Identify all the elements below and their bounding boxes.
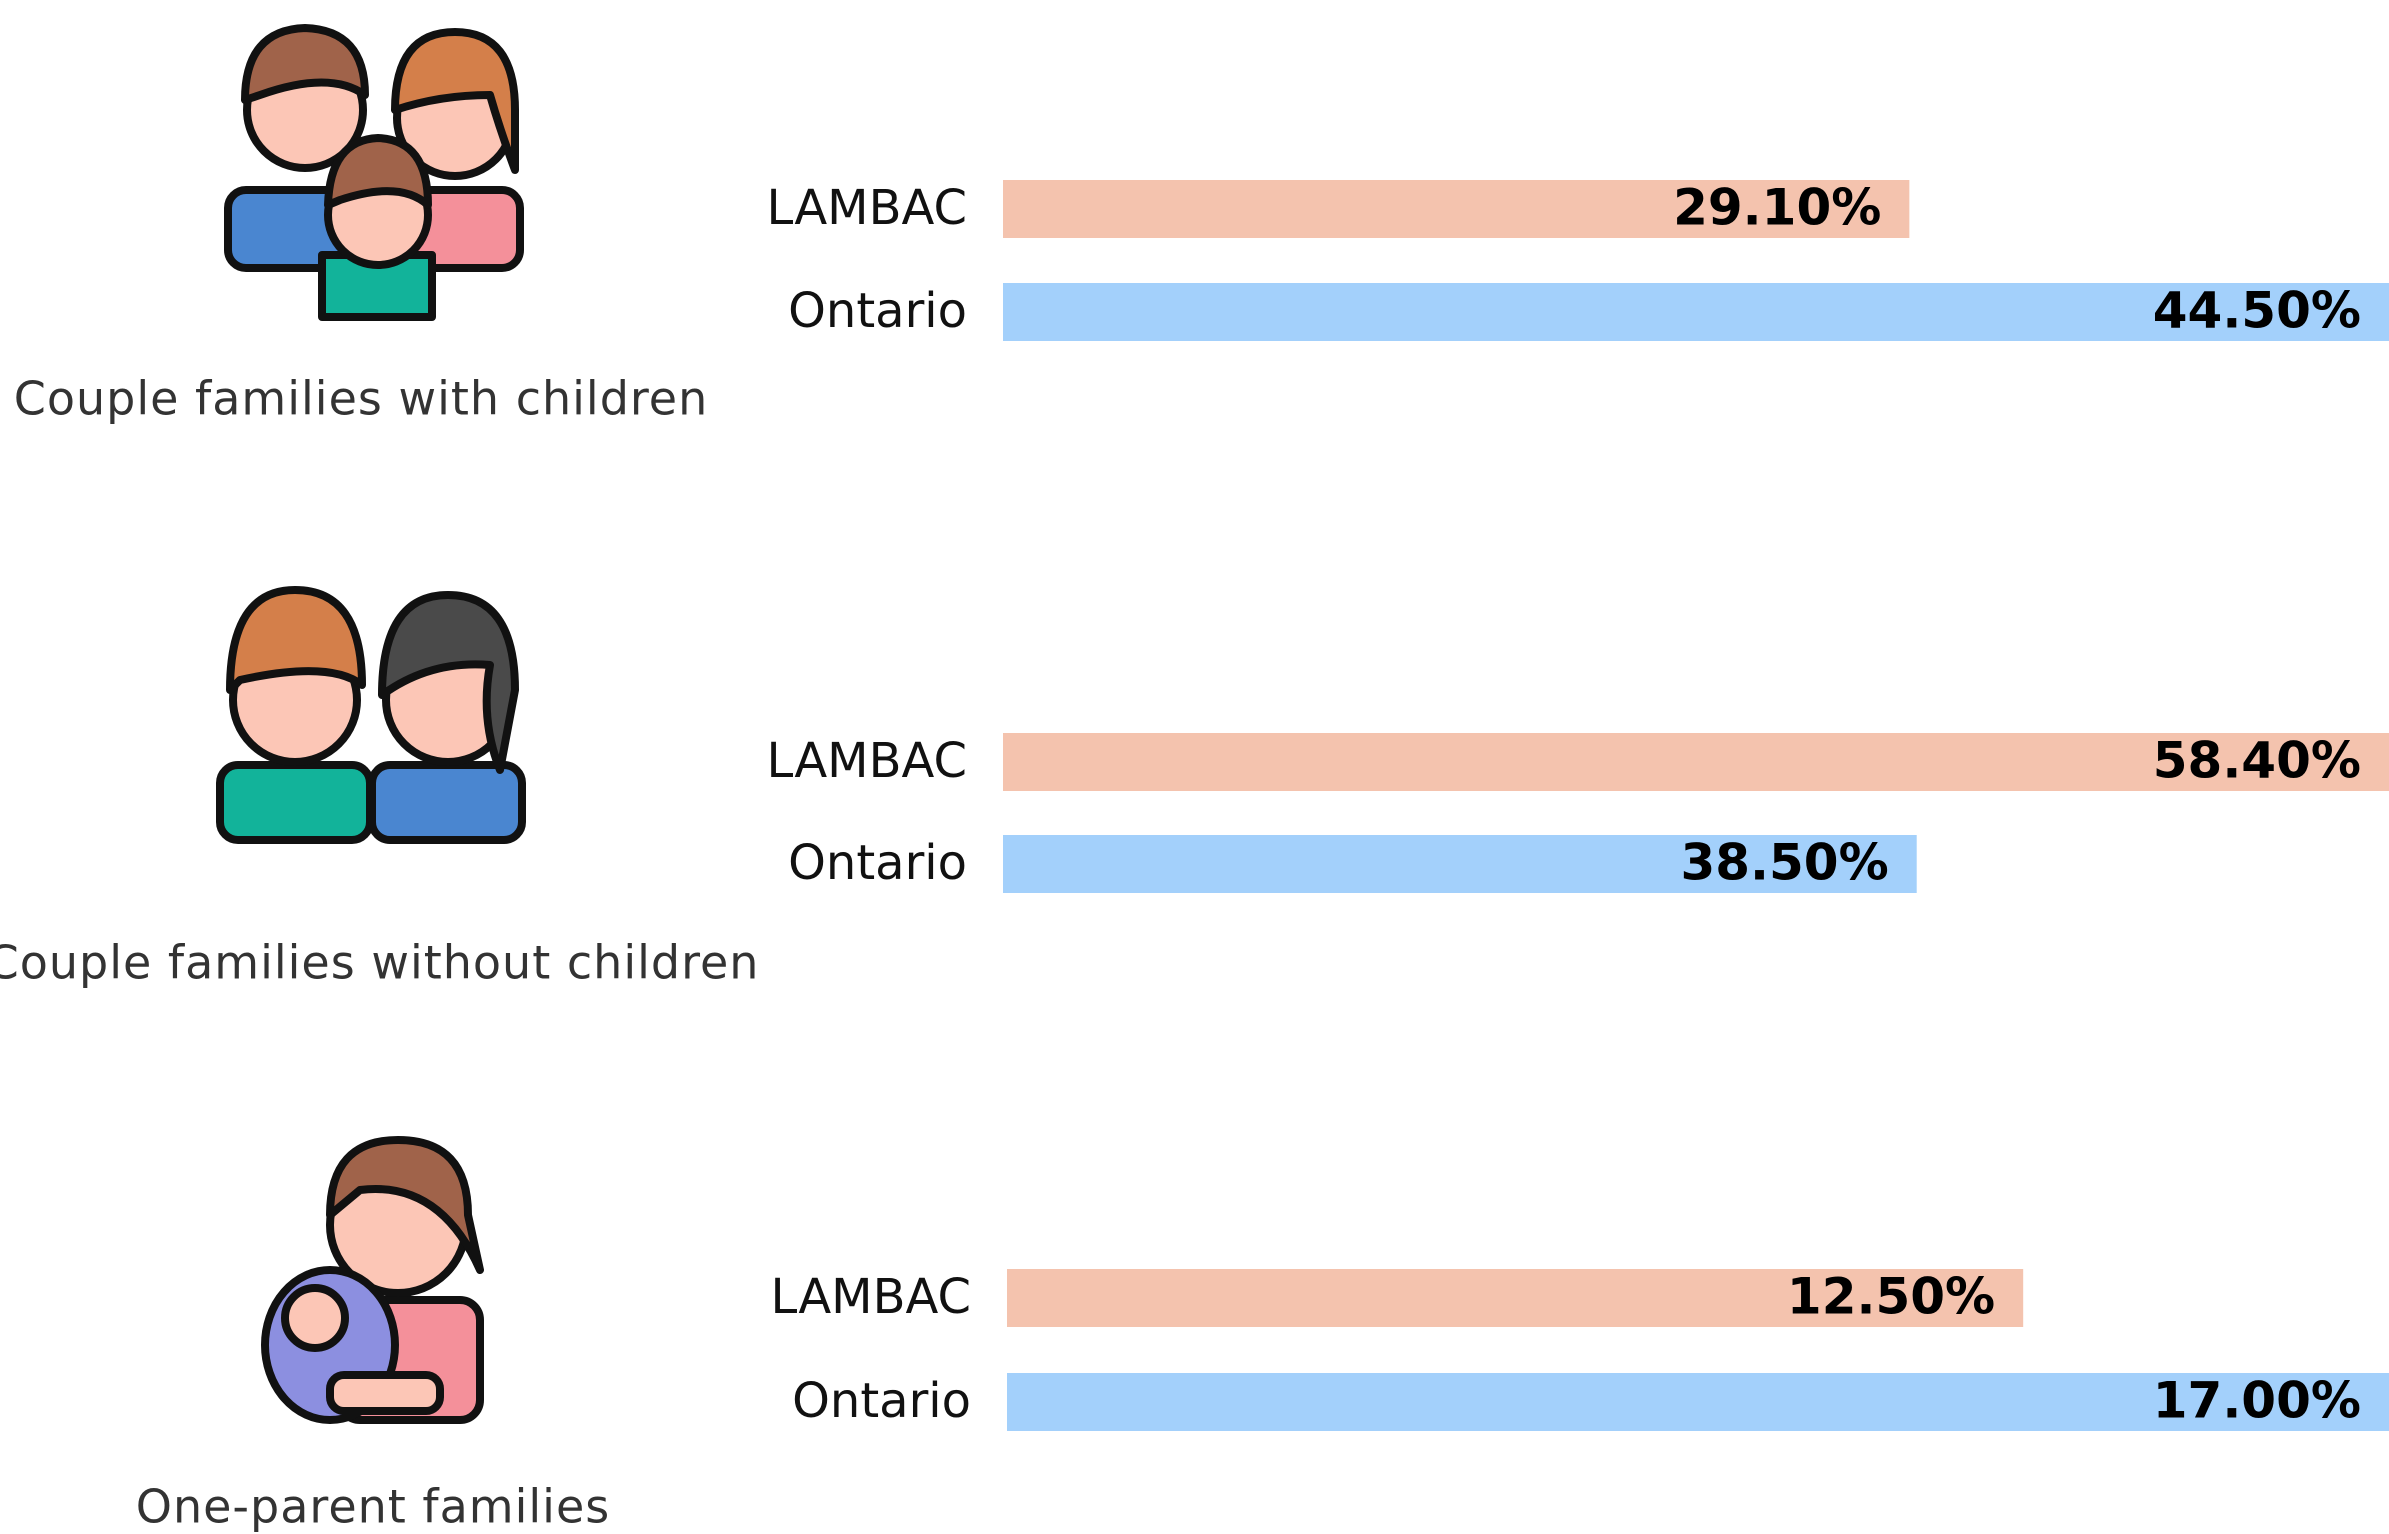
value-label: 44.50% <box>2153 282 2361 340</box>
value-label: 29.10% <box>1673 179 1881 237</box>
icon-couple <box>216 586 526 844</box>
value-label: 38.50% <box>1680 834 1888 892</box>
bar <box>1003 835 1917 893</box>
category-label: LAMBAC <box>770 1269 971 1325</box>
category-label: Ontario <box>788 283 967 339</box>
value-label: 12.50% <box>1787 1268 1995 1326</box>
category-label: LAMBAC <box>766 733 967 789</box>
bar <box>1003 733 2389 791</box>
value-label: 17.00% <box>2153 1372 2361 1430</box>
category-label: LAMBAC <box>766 180 967 236</box>
bar <box>1003 180 1910 238</box>
icon-one-parent <box>261 1136 484 1424</box>
bar <box>1007 1269 2024 1327</box>
group-label: Couple families with children <box>14 372 709 426</box>
category-label: Ontario <box>788 835 967 891</box>
group-label: One-parent families <box>136 1480 610 1534</box>
category-label: Ontario <box>792 1373 971 1429</box>
bar <box>1003 283 2389 341</box>
icon-family-children <box>224 24 524 321</box>
bar <box>1007 1373 2389 1431</box>
value-label: 58.40% <box>2153 732 2361 790</box>
group-label: Couple families without children <box>0 936 759 990</box>
